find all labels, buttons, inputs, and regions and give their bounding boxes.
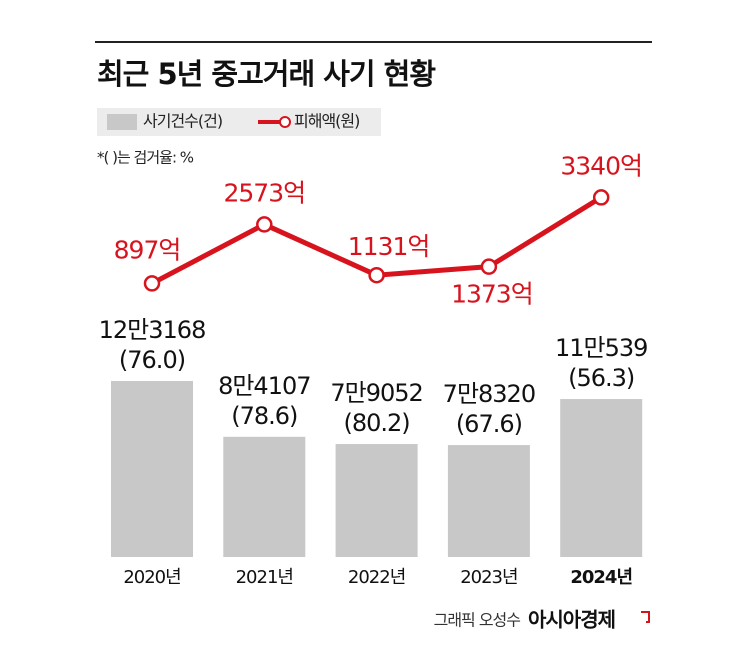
line-value-label: 1131억 [348, 232, 430, 261]
bar-value-label: 8만4107 [218, 372, 310, 400]
bar [560, 399, 643, 557]
line-value-label: 1373억 [451, 280, 533, 309]
line-value-label: 2573억 [223, 178, 305, 207]
bar-value-label: 12만3168 [99, 316, 206, 344]
bar [335, 444, 418, 557]
line-marker [256, 216, 273, 233]
bar-value-label: 7만9052 [330, 379, 422, 407]
rate-label: (78.6) [231, 402, 297, 430]
legend-label: 사기건수(건) [143, 112, 222, 131]
bar [223, 436, 306, 557]
line-value-label: 897억 [114, 235, 181, 264]
x-tick-label: 2023년 [460, 567, 517, 588]
publisher-logo-mark [641, 611, 650, 623]
rate-label: (67.6) [456, 410, 522, 438]
legend-label: 피해액(원) [294, 112, 359, 131]
chart-title: 최근 5년 중고거래 사기 현황 [97, 57, 436, 91]
bar-value-label: 11만539 [555, 334, 647, 362]
rate-label: (76.0) [119, 346, 185, 374]
bar [111, 380, 193, 557]
x-tick-label: 2021년 [236, 567, 293, 588]
legend-marker [279, 116, 291, 128]
publisher: 아시아경제 [528, 608, 615, 632]
line-value-label: 3340억 [560, 151, 642, 180]
credit: 그래픽 오성수 [434, 611, 521, 630]
legend-box [97, 108, 381, 136]
line-marker [480, 258, 498, 275]
legend-bar-swatch [107, 114, 137, 130]
x-tick-label: 2024년 [570, 567, 632, 588]
line-marker [368, 266, 385, 284]
x-tick-label: 2022년 [348, 567, 405, 588]
bar-value-label: 7만8320 [443, 380, 535, 408]
x-tick-label: 2020년 [123, 567, 180, 588]
line-marker [143, 275, 161, 292]
line-marker [592, 189, 610, 206]
rate-label: (80.2) [344, 409, 410, 437]
note: *( )는 검거율: % [97, 149, 194, 167]
bar [447, 445, 530, 557]
rate-label: (56.3) [568, 364, 634, 392]
